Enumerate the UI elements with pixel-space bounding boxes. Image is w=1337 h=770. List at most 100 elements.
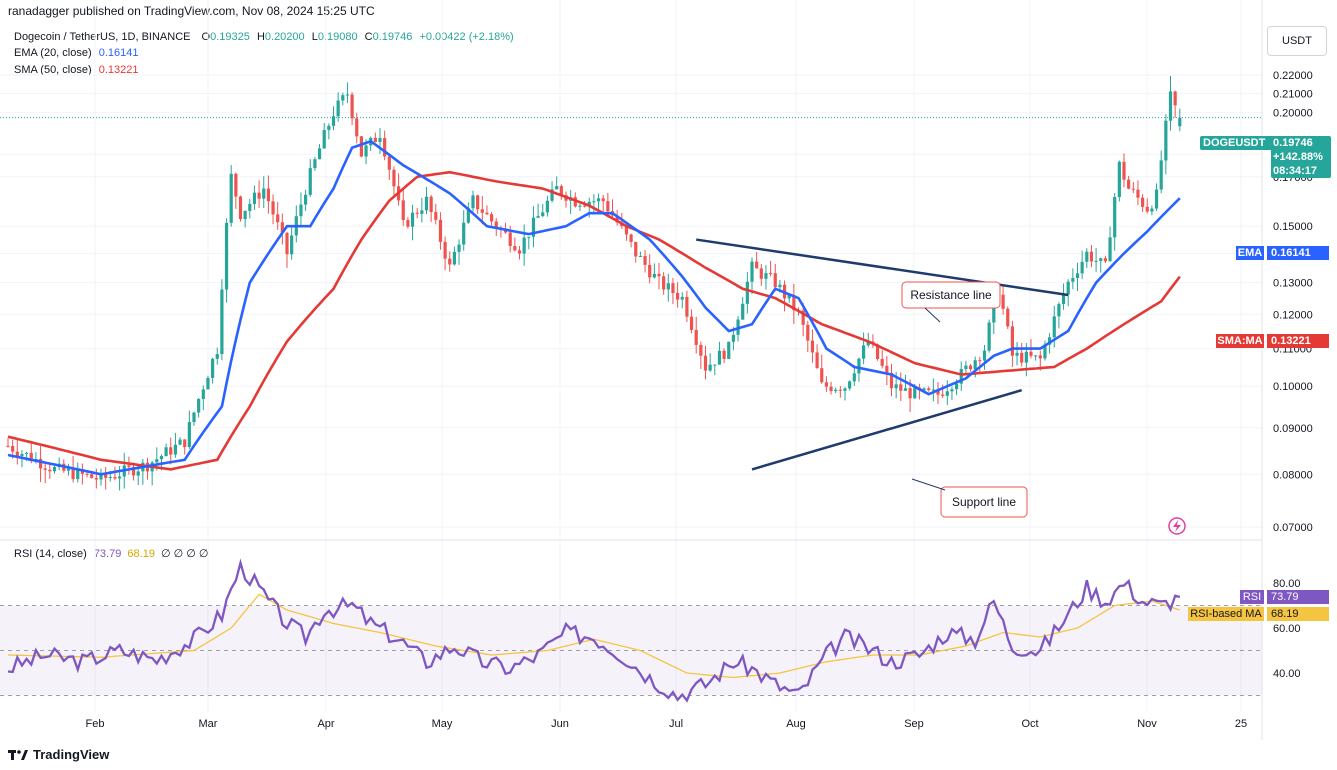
time-tick-label: Aug <box>786 718 806 730</box>
candle-body <box>973 360 977 370</box>
sma-legend-value: 0.13221 <box>98 64 139 76</box>
candle-body <box>931 389 935 391</box>
support-callout: Support line <box>911 478 1028 518</box>
candle-body <box>252 192 257 205</box>
time-tick-label: Nov <box>1137 718 1157 730</box>
candle-body <box>899 384 903 391</box>
price-tick-label: 0.15000 <box>1273 221 1313 233</box>
candle-body <box>415 212 419 214</box>
rsi-legend-extra: ∅ ∅ ∅ ∅ <box>161 548 209 560</box>
candle-body <box>769 273 773 275</box>
candle-body <box>815 352 819 369</box>
candle-body <box>1108 237 1112 262</box>
candle-body <box>759 268 763 279</box>
candle-body <box>755 261 759 269</box>
candle-body <box>727 341 731 359</box>
candle-body <box>383 138 387 157</box>
rsi-axis-ticks: 40.00 60.00 80.00 <box>1273 578 1301 680</box>
candle-body <box>889 372 894 389</box>
ema-legend-label: EMA (20, close) <box>14 47 92 59</box>
support-trendline <box>751 388 1023 471</box>
candle-body <box>434 212 438 220</box>
candle-body <box>1071 278 1075 282</box>
ema-line <box>7 139 1181 476</box>
candle-body <box>1085 251 1089 262</box>
candle-body <box>438 219 443 242</box>
candle-body <box>94 477 98 480</box>
candle-body <box>964 365 968 370</box>
symbol-name: Dogecoin / TetherUS, 1D, BINANCE <box>14 31 191 43</box>
currency-label: USDT <box>1282 35 1312 47</box>
candle-body <box>378 138 382 142</box>
rsi-tick-label: 80.00 <box>1273 578 1301 590</box>
candle-body <box>834 389 838 392</box>
currency-selector[interactable]: USDT <box>1267 26 1327 56</box>
candle-body <box>522 237 526 254</box>
candle-body <box>6 445 10 447</box>
candle-body <box>392 169 396 187</box>
candle-body <box>517 250 522 254</box>
candle-body <box>1024 351 1028 363</box>
candle-body <box>271 201 275 215</box>
low-label: L <box>311 31 318 43</box>
candle-body <box>694 329 698 345</box>
candle-body <box>1001 294 1005 309</box>
candle-body <box>410 212 415 227</box>
flash-icon[interactable] <box>1168 517 1186 535</box>
candle-body <box>1034 355 1038 357</box>
doge-price: 0.19746 <box>1273 137 1313 149</box>
candle-body <box>206 377 210 390</box>
price-tick-label: 0.21000 <box>1273 88 1313 100</box>
candle-body <box>452 251 456 265</box>
candle-body <box>48 469 52 472</box>
candle-body <box>824 382 828 387</box>
candle-body <box>280 222 284 233</box>
candle-body <box>1141 197 1145 207</box>
candle-body <box>1136 189 1140 198</box>
ema-legend: EMA (20, close) 0.16141 <box>14 47 138 59</box>
time-tick-label: Feb <box>86 718 105 730</box>
candle-body <box>968 365 973 370</box>
candle-body <box>15 451 19 457</box>
candle-body <box>480 209 484 213</box>
candle-body <box>350 94 354 119</box>
high-value: 0.20200 <box>264 31 305 43</box>
candle-body <box>741 303 745 320</box>
rsi-ma-name-badge: RSI-based MA <box>1188 607 1264 621</box>
candle-body <box>1052 316 1056 338</box>
candle-body <box>722 350 726 359</box>
ema-legend-value: 0.16141 <box>98 47 139 59</box>
candle-body <box>1089 251 1094 262</box>
candle-body <box>234 173 238 197</box>
candle-body <box>229 173 233 223</box>
candle-body <box>880 359 884 366</box>
candle-body <box>927 388 931 391</box>
sma-legend-label: SMA (50, close) <box>14 64 92 76</box>
candle-body <box>945 391 949 396</box>
rsi-ma-value-badge: 68.19 <box>1267 607 1329 621</box>
doge-change: +142.88% <box>1273 151 1323 163</box>
candle-body <box>745 281 749 304</box>
rsi-ma-legend-value: 68.19 <box>127 548 155 560</box>
high-label: H <box>256 31 265 43</box>
footer-brand[interactable]: TradingView <box>8 747 109 762</box>
rsi-tick-label: 40.00 <box>1273 668 1301 680</box>
candle-body <box>336 100 340 117</box>
support-pointer <box>911 478 946 491</box>
candle-body <box>173 444 177 455</box>
candle-body <box>1122 161 1126 180</box>
candle-body <box>536 216 540 218</box>
time-tick-label: Jun <box>551 718 569 730</box>
time-tick-label: Mar <box>199 718 218 730</box>
candle-body <box>615 215 619 223</box>
candle-body <box>541 212 545 217</box>
candle-body <box>1113 197 1117 238</box>
sma-legend: SMA (50, close) 0.13221 <box>14 64 138 76</box>
candle-body <box>587 201 591 207</box>
candle-body <box>1159 160 1163 190</box>
candle-body <box>843 388 847 391</box>
candle-body <box>485 212 489 215</box>
candle-body <box>764 273 768 279</box>
candle-body <box>708 364 712 371</box>
